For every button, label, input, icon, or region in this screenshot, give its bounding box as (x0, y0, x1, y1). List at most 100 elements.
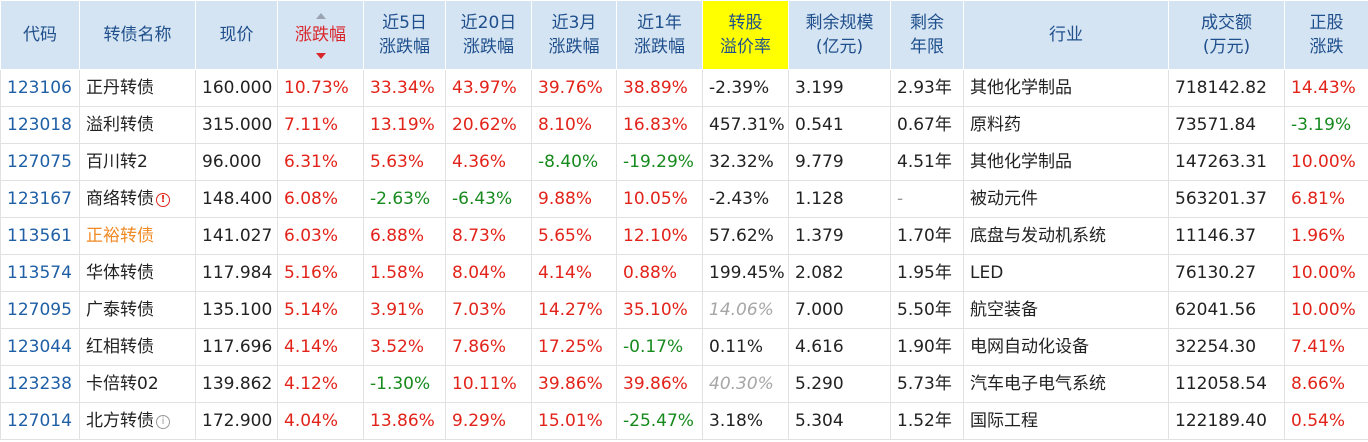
bond-name[interactable]: 红相转债 (79, 328, 196, 366)
header-name[interactable]: 转债名称 (79, 0, 196, 70)
header-industry[interactable]: 行业 (963, 0, 1169, 70)
bond-name[interactable]: 百川转2 (79, 143, 196, 181)
turnover-cell: 11146.37 (1168, 217, 1285, 255)
turnover-cell: 73571.84 (1168, 106, 1285, 144)
chg3m-cell: 4.14% (531, 254, 617, 292)
chg20-cell: 4.36% (445, 143, 532, 181)
turnover-cell: 62041.56 (1168, 291, 1285, 329)
table-row[interactable]: 127095 广泰转债 135.100 5.14% 3.91% 7.03% 14… (0, 291, 1368, 329)
header-change[interactable]: 涨跌幅 (277, 0, 364, 70)
bond-name[interactable]: 广泰转债 (79, 291, 196, 329)
bond-code-link[interactable]: 113561 (0, 217, 80, 255)
scale-cell: 2.082 (788, 254, 891, 292)
chg3m-cell: 5.65% (531, 217, 617, 255)
change-cell: 10.73% (277, 69, 364, 107)
header-chg5[interactable]: 近5日 涨跌幅 (363, 0, 446, 70)
chg1y-cell: 35.10% (616, 291, 703, 329)
years-cell: 1.70年 (890, 217, 964, 255)
header-years[interactable]: 剩余 年限 (890, 0, 964, 70)
years-cell: 2.93年 (890, 69, 964, 107)
turnover-cell: 147263.31 (1168, 143, 1285, 181)
scale-cell: 1.379 (788, 217, 891, 255)
scale-cell: 0.541 (788, 106, 891, 144)
header-premium[interactable]: 转股 溢价率 (702, 0, 789, 70)
industry-cell: 底盘与发动机系统 (963, 217, 1169, 255)
price-cell: 172.900 (195, 402, 278, 440)
table-row[interactable]: 123238 卡倍转02 139.862 4.12% -1.30% 10.11%… (0, 365, 1368, 403)
header-chg3m[interactable]: 近3月 涨跌幅 (531, 0, 617, 70)
change-cell: 5.16% (277, 254, 364, 292)
header-turnover[interactable]: 成交额 (万元) (1168, 0, 1285, 70)
bond-code-link[interactable]: 123167 (0, 180, 80, 218)
stock-change-cell: 1.96% (1284, 217, 1368, 255)
bond-code-link[interactable]: 123238 (0, 365, 80, 403)
chg20-cell: 43.97% (445, 69, 532, 107)
stock-change-cell: 7.41% (1284, 328, 1368, 366)
bond-name[interactable]: 溢利转债 (79, 106, 196, 144)
chg5-cell: 33.34% (363, 69, 446, 107)
bond-code-link[interactable]: 123044 (0, 328, 80, 366)
bond-code-link[interactable]: 123018 (0, 106, 80, 144)
table-row[interactable]: 127014 北方转债 i 172.900 4.04% 13.86% 9.29% … (0, 402, 1368, 440)
premium-cell: 3.18% (702, 402, 789, 440)
turnover-cell: 122189.40 (1168, 402, 1285, 440)
change-cell: 6.08% (277, 180, 364, 218)
chg5-cell: 3.52% (363, 328, 446, 366)
table-row[interactable]: 123167 商络转债! 148.400 6.08% -2.63% -6.43%… (0, 180, 1368, 218)
stock-change-cell: 8.66% (1284, 365, 1368, 403)
stock-change-cell: 6.81% (1284, 180, 1368, 218)
chg20-cell: 7.86% (445, 328, 532, 366)
turnover-cell: 112058.54 (1168, 365, 1285, 403)
years-cell: - (890, 180, 964, 218)
chg3m-cell: 9.88% (531, 180, 617, 218)
warning-icon[interactable]: ! (156, 193, 170, 207)
bond-name[interactable]: 华体转债 (79, 254, 196, 292)
info-icon[interactable]: i (156, 415, 170, 429)
bond-name[interactable]: 北方转债 i (79, 402, 196, 440)
chg5-cell: 1.58% (363, 254, 446, 292)
industry-cell: LED (963, 254, 1169, 292)
table-row[interactable]: 123044 红相转债 117.696 4.14% 3.52% 7.86% 17… (0, 328, 1368, 366)
change-cell: 4.04% (277, 402, 364, 440)
header-code[interactable]: 代码 (0, 0, 80, 70)
change-cell: 4.12% (277, 365, 364, 403)
industry-cell: 电网自动化设备 (963, 328, 1169, 366)
chg20-cell: 10.11% (445, 365, 532, 403)
bond-name[interactable]: 卡倍转02 (79, 365, 196, 403)
header-price[interactable]: 现价 (195, 0, 278, 70)
chg5-cell: 6.88% (363, 217, 446, 255)
price-cell: 139.862 (195, 365, 278, 403)
chg5-cell: -1.30% (363, 365, 446, 403)
header-stock[interactable]: 正股 涨跌 (1284, 0, 1368, 70)
chg3m-cell: 39.86% (531, 365, 617, 403)
table-row[interactable]: 123018 溢利转债 315.000 7.11% 13.19% 20.62% … (0, 106, 1368, 144)
years-cell: 1.95年 (890, 254, 964, 292)
chg3m-cell: -8.40% (531, 143, 617, 181)
bond-code-link[interactable]: 127075 (0, 143, 80, 181)
bond-code-link[interactable]: 123106 (0, 69, 80, 107)
header-chg20[interactable]: 近20日 涨跌幅 (445, 0, 532, 70)
turnover-cell: 32254.30 (1168, 328, 1285, 366)
bond-name[interactable]: 商络转债! (79, 180, 196, 218)
bond-code-link[interactable]: 113574 (0, 254, 80, 292)
stock-change-cell: -3.19% (1284, 106, 1368, 144)
bond-name[interactable]: 正裕转债 (79, 217, 196, 255)
industry-cell: 被动元件 (963, 180, 1169, 218)
price-cell: 117.984 (195, 254, 278, 292)
turnover-cell: 718142.82 (1168, 69, 1285, 107)
bond-code-link[interactable]: 127014 (0, 402, 80, 440)
header-chg1y[interactable]: 近1年 涨跌幅 (616, 0, 703, 70)
header-scale[interactable]: 剩余规模 (亿元) (788, 0, 891, 70)
table-row[interactable]: 127075 百川转2 96.000 6.31% 5.63% 4.36% -8.… (0, 143, 1368, 181)
bond-name[interactable]: 正丹转债 (79, 69, 196, 107)
table-row[interactable]: 113574 华体转债 117.984 5.16% 1.58% 8.04% 4.… (0, 254, 1368, 292)
stock-change-cell: 0.54% (1284, 402, 1368, 440)
premium-cell: 199.45% (702, 254, 789, 292)
chg3m-cell: 14.27% (531, 291, 617, 329)
bond-code-link[interactable]: 127095 (0, 291, 80, 329)
table-row[interactable]: 113561 正裕转债 141.027 6.03% 6.88% 8.73% 5.… (0, 217, 1368, 255)
chg20-cell: 20.62% (445, 106, 532, 144)
chg20-cell: 9.29% (445, 402, 532, 440)
premium-cell: 457.31% (702, 106, 789, 144)
table-row[interactable]: 123106 正丹转债 160.000 10.73% 33.34% 43.97%… (0, 69, 1368, 107)
